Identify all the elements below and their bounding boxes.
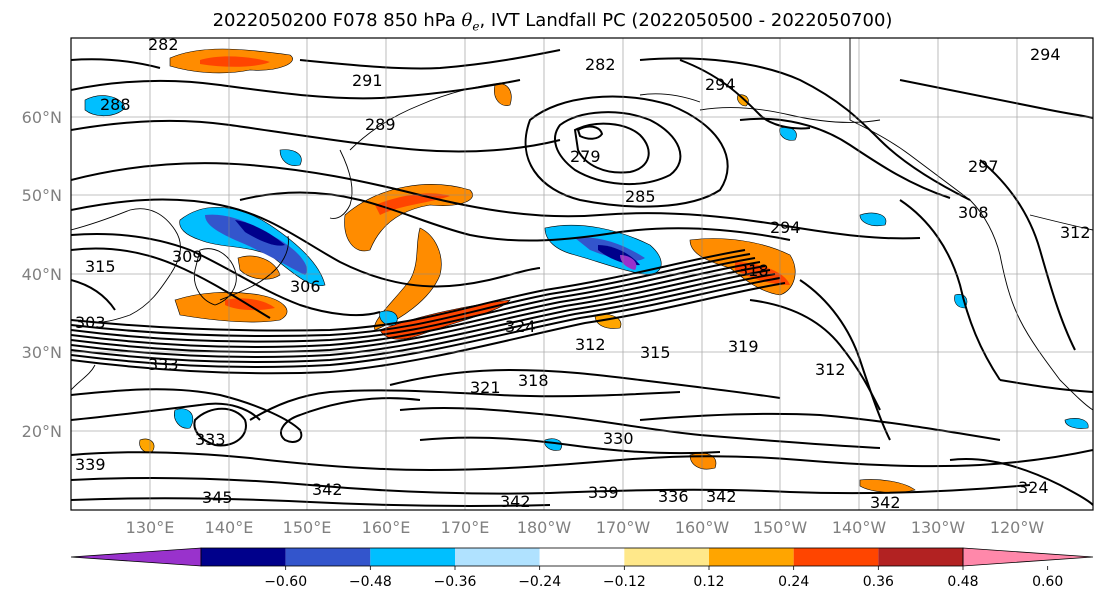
- contour-label: 282: [585, 55, 616, 74]
- colorbar: −0.60 −0.48 −0.36 −0.24 −0.12 0.12 0.24 0.36 0.4…: [70, 547, 1094, 590]
- contour-label: 324: [505, 317, 536, 336]
- contour-label: 308: [958, 203, 989, 222]
- contour-label: 336: [658, 487, 689, 506]
- contour-label: 333: [195, 430, 226, 449]
- colorbar-tick-label: 0.12: [693, 574, 724, 590]
- colorbar-segment: [201, 548, 286, 566]
- colorbar-segment: [624, 548, 709, 566]
- colorbar-tick-label: 0.24: [778, 574, 809, 590]
- coastlines: [71, 38, 1093, 411]
- theta-e-contours: [71, 49, 1093, 507]
- lat-label: 30°N: [22, 343, 62, 362]
- contour-label: 319: [728, 337, 759, 356]
- colorbar-labels: −0.60 −0.48 −0.36 −0.24 −0.12 0.12 0.24 0.36 0.4…: [264, 566, 1063, 590]
- contour-label: 312: [575, 335, 606, 354]
- contour-label: 315: [85, 257, 116, 276]
- contour-label: 342: [500, 492, 531, 511]
- contour-label: 303: [75, 313, 106, 332]
- contour-label: 321: [470, 378, 501, 397]
- title-theta-symbol: θe: [461, 10, 480, 34]
- lon-label: 130°W: [911, 518, 966, 537]
- colorbar-tick-label: −0.60: [264, 574, 307, 590]
- contour-value-labels: 282 288 291 282 294 294 289 279 285 297 …: [75, 35, 1091, 512]
- lat-label: 20°N: [22, 422, 62, 441]
- title-suffix: , IVT Landfall PC (2022050500 - 20220507…: [479, 10, 893, 31]
- contour-label: 288: [100, 95, 131, 114]
- map-title: 2022050200 F078 850 hPa θe, IVT Landfall…: [0, 10, 1105, 34]
- contour-label: 342: [706, 487, 737, 506]
- contour-label: 339: [588, 483, 619, 502]
- colorbar-tick-label: −0.24: [518, 574, 561, 590]
- colorbar-tick-label: −0.36: [434, 574, 477, 590]
- contour-label: 312: [815, 360, 846, 379]
- contour-label: 309: [172, 247, 203, 266]
- latitude-labels: 60°N 50°N 40°N 30°N 20°N: [22, 108, 62, 441]
- contour-label: 324: [1018, 478, 1049, 497]
- lat-label: 60°N: [22, 108, 62, 127]
- contour-label: 345: [202, 488, 233, 507]
- gridlines: [71, 38, 1093, 510]
- contour-label: 289: [365, 115, 396, 134]
- colorbar-tick-label: 0.36: [863, 574, 894, 590]
- map-frame: [70, 37, 1094, 511]
- contour-label: 318: [738, 261, 769, 280]
- lon-label: 170°W: [596, 518, 651, 537]
- colorbar-segment: [455, 548, 540, 566]
- contour-label: 297: [968, 157, 999, 176]
- contour-label: 306: [290, 277, 321, 296]
- lon-label: 140°W: [832, 518, 887, 537]
- contour-label: 315: [640, 343, 671, 362]
- longitude-labels: 130°E 140°E 150°E 160°E 170°E 180°W 170°…: [126, 518, 1045, 537]
- contour-label: 282: [148, 35, 179, 54]
- contour-label: 342: [870, 493, 901, 512]
- colorbar-extension-high: [962, 547, 1094, 567]
- contour-label: 294: [705, 75, 736, 94]
- lon-label: 120°W: [990, 518, 1045, 537]
- lon-label: 150°E: [283, 518, 332, 537]
- lon-label: 140°E: [205, 518, 254, 537]
- contour-label: 318: [518, 371, 549, 390]
- lat-label: 50°N: [22, 186, 62, 205]
- colorbar-segments: [70, 547, 1094, 567]
- colorbar-segment: [370, 548, 455, 566]
- colorbar-segment: [285, 548, 371, 566]
- colorbar-outline: [200, 547, 964, 567]
- lon-label: 160°W: [675, 518, 730, 537]
- contour-label: 312: [1060, 223, 1091, 242]
- colorbar-segment: [878, 548, 963, 566]
- colorbar-segment: [709, 548, 794, 566]
- colorbar-tick-label: −0.48: [349, 574, 392, 590]
- contour-label: 330: [603, 429, 634, 448]
- contour-label: 342: [312, 480, 343, 499]
- lat-label: 40°N: [22, 265, 62, 284]
- contour-label: 285: [625, 187, 656, 206]
- lon-label: 160°E: [362, 518, 411, 537]
- colorbar-tick-label: 0.60: [1032, 574, 1063, 590]
- contour-label: 339: [75, 455, 106, 474]
- title-prefix: 2022050200 F078 850 hPa: [212, 10, 462, 31]
- lon-label: 180°W: [517, 518, 572, 537]
- contour-label: 294: [770, 218, 801, 237]
- lon-label: 130°E: [126, 518, 175, 537]
- contour-label: 279: [570, 147, 601, 166]
- lon-label: 150°W: [753, 518, 808, 537]
- lon-label: 170°E: [441, 518, 490, 537]
- colorbar-segment: [793, 548, 879, 566]
- contour-label: 333: [148, 355, 179, 374]
- contour-label: 294: [1030, 45, 1061, 64]
- colorbar-segment: [539, 548, 625, 566]
- contour-label: 291: [352, 71, 383, 90]
- colorbar-extension-low: [70, 547, 202, 567]
- colorbar-tick-label: −0.12: [603, 574, 646, 590]
- colorbar-tick-label: 0.48: [947, 574, 978, 590]
